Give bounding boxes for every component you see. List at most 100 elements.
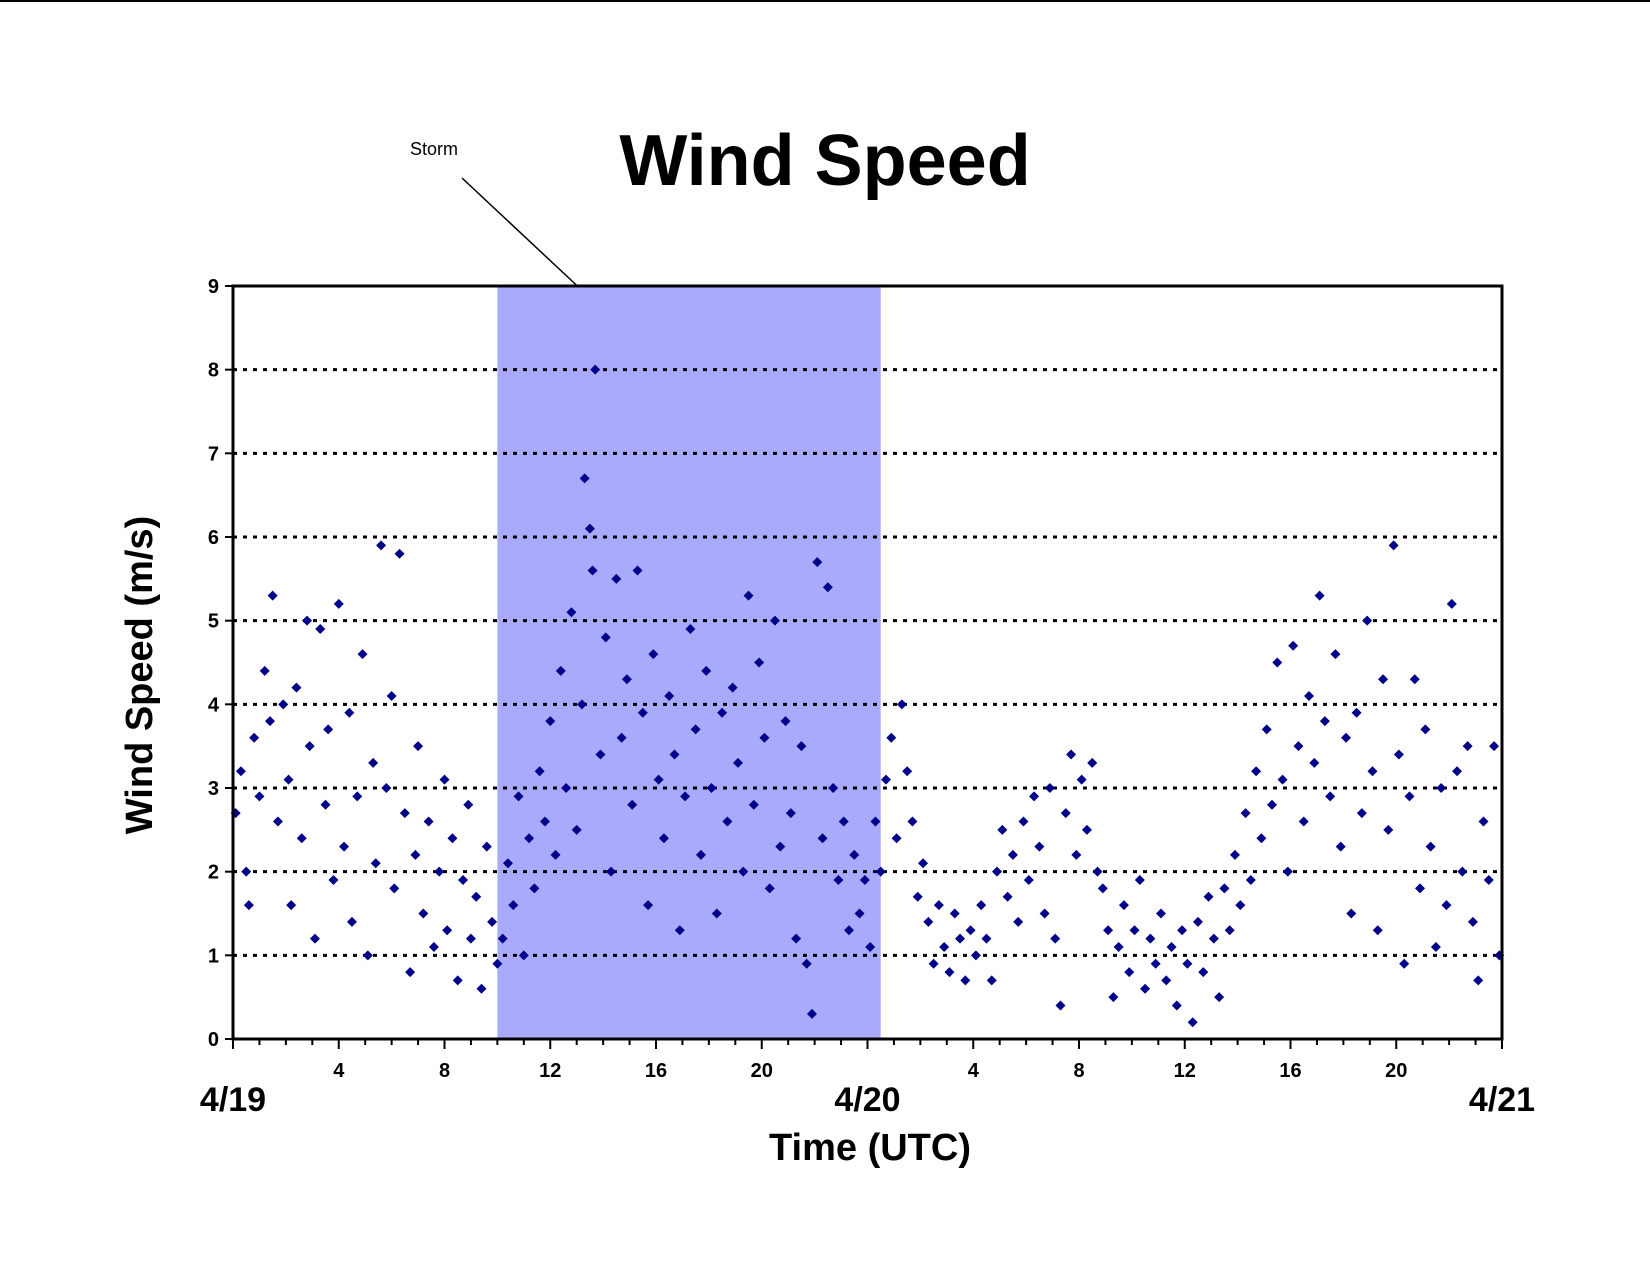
- data-point: [949, 908, 960, 919]
- data-point: [1441, 900, 1452, 911]
- data-point: [1066, 749, 1077, 760]
- data-point: [1378, 674, 1389, 685]
- data-point: [502, 858, 513, 869]
- data-point: [518, 950, 529, 961]
- data-point: [627, 799, 638, 810]
- data-point: [791, 933, 802, 944]
- data-point: [611, 573, 622, 584]
- data-point: [323, 724, 334, 735]
- data-point: [722, 816, 733, 827]
- data-point: [508, 900, 519, 911]
- data-point: [584, 523, 595, 534]
- data-point: [344, 707, 355, 718]
- data-point: [463, 799, 474, 810]
- data-point: [706, 783, 717, 793]
- data-point: [1124, 967, 1135, 978]
- data-point: [849, 849, 860, 860]
- data-point: [1235, 900, 1246, 911]
- data-point: [1118, 900, 1129, 911]
- data-point: [1272, 657, 1283, 668]
- data-point: [434, 866, 445, 877]
- data-point: [309, 933, 320, 944]
- data-point: [711, 908, 722, 919]
- data-point: [881, 774, 892, 785]
- data-point: [1256, 833, 1267, 844]
- data-point: [339, 841, 350, 852]
- data-point: [621, 674, 632, 685]
- data-point: [1330, 649, 1341, 660]
- data-point: [997, 824, 1008, 835]
- data-point: [1155, 908, 1166, 919]
- data-point: [458, 875, 469, 886]
- data-point: [328, 875, 339, 886]
- data-point: [1034, 841, 1045, 852]
- x-tick-label: 16: [1279, 1060, 1301, 1082]
- data-point: [386, 690, 397, 701]
- data-point: [1097, 883, 1108, 894]
- data-point: [1404, 791, 1415, 802]
- chart-title: Wind Speed: [619, 121, 1030, 201]
- data-point: [727, 682, 738, 693]
- data-point: [1319, 716, 1330, 727]
- data-point: [1314, 590, 1325, 601]
- data-point: [1393, 749, 1404, 760]
- data-point: [524, 833, 535, 844]
- data-point: [1214, 992, 1225, 1003]
- data-point: [376, 540, 387, 551]
- data-point: [235, 766, 246, 777]
- data-point: [243, 900, 254, 911]
- data-point: [1182, 958, 1193, 969]
- data-point: [690, 724, 701, 735]
- data-point: [1446, 598, 1457, 609]
- data-point: [886, 732, 897, 743]
- data-point: [1341, 732, 1352, 743]
- data-point: [1415, 883, 1426, 894]
- data-point: [370, 858, 381, 869]
- data-point: [1462, 741, 1473, 752]
- data-point: [976, 900, 987, 911]
- storm-annotation-label: Storm: [410, 139, 458, 159]
- data-point: [1192, 916, 1203, 927]
- data-point: [796, 741, 807, 752]
- data-point: [442, 925, 453, 936]
- data-point: [259, 665, 270, 676]
- data-point: [1055, 1000, 1066, 1011]
- data-point: [352, 791, 363, 802]
- data-point: [1356, 808, 1367, 819]
- data-point: [1293, 741, 1304, 752]
- data-point: [1002, 891, 1013, 902]
- data-point: [1039, 908, 1050, 919]
- data-point: [283, 774, 294, 785]
- data-point: [447, 833, 458, 844]
- data-point: [918, 858, 929, 869]
- data-point: [1071, 849, 1082, 860]
- data-point: [944, 967, 955, 978]
- data-point: [1023, 875, 1034, 886]
- top-border-line: [0, 0, 1650, 2]
- data-point: [1177, 925, 1188, 936]
- data-point: [775, 841, 786, 852]
- data-point: [566, 607, 577, 618]
- data-point: [843, 925, 854, 936]
- data-point: [1372, 925, 1383, 936]
- data-point: [315, 624, 326, 635]
- data-point: [1219, 883, 1230, 894]
- data-point: [701, 665, 712, 676]
- data-point: [965, 925, 976, 936]
- y-axis-label: Wind Speed (m/s): [119, 516, 161, 834]
- y-tick-label: 2: [208, 862, 219, 884]
- data-point: [513, 791, 524, 802]
- data-point: [1187, 1017, 1198, 1028]
- data-point: [1383, 824, 1394, 835]
- data-point: [669, 749, 680, 760]
- data-point: [1436, 783, 1447, 793]
- data-point: [1367, 766, 1378, 777]
- data-point: [828, 783, 839, 793]
- x-tick-label: 4: [333, 1060, 345, 1082]
- data-point: [928, 958, 939, 969]
- data-point: [241, 866, 252, 877]
- data-point: [600, 632, 611, 643]
- data-point: [492, 958, 503, 969]
- data-point: [1288, 640, 1299, 651]
- data-point: [738, 866, 749, 877]
